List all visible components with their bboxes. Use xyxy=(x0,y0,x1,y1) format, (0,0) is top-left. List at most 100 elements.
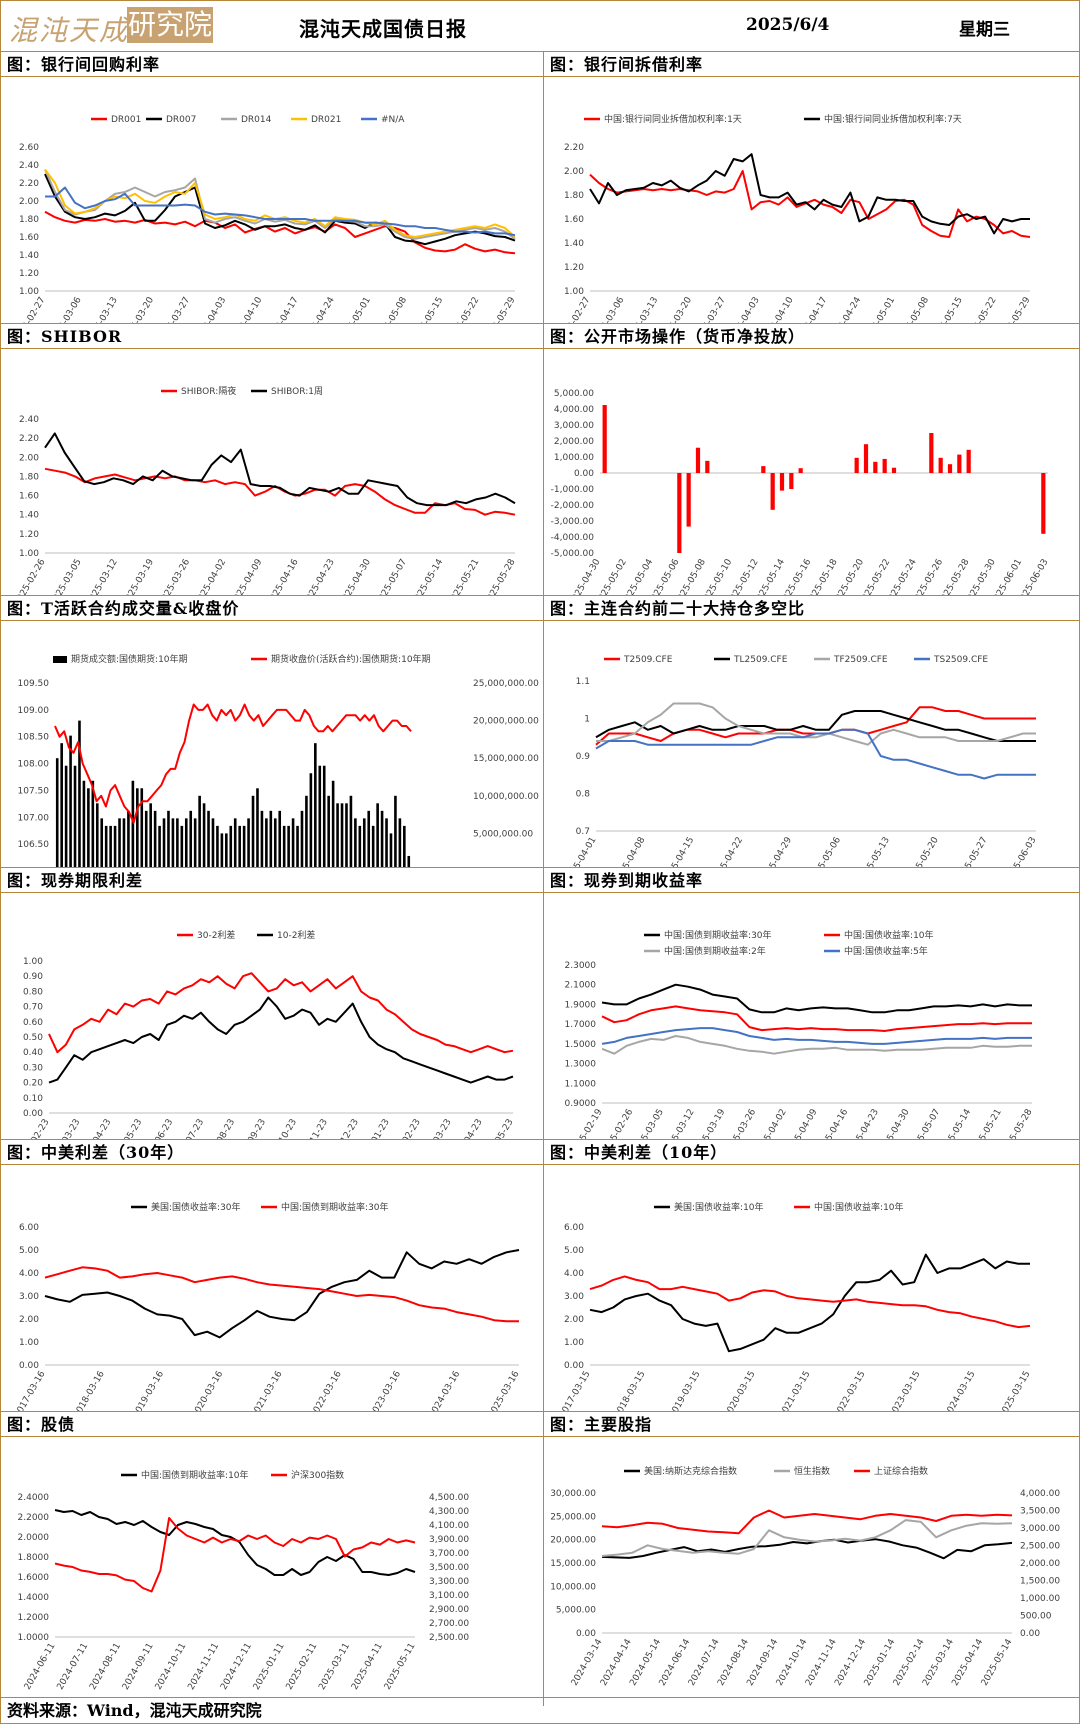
y2-tick-label: 5,000,000.00 xyxy=(473,829,533,839)
x-tick-label: 2025-02-27 xyxy=(558,296,593,324)
x-tick-label: 2025-05-08 xyxy=(896,295,931,323)
y-tick-label: 1.40 xyxy=(564,239,584,249)
volume-bar xyxy=(327,795,330,867)
series-line xyxy=(44,1266,519,1323)
x-tick-label: 2025-05-21 xyxy=(447,558,482,596)
volume-bar xyxy=(340,803,344,867)
x-tick-label: 2025-04-30 xyxy=(877,1107,912,1139)
y-tick-label: 2.20 xyxy=(19,179,39,189)
series-line xyxy=(601,1005,1032,1032)
x-tick-label: 2025-05-20 xyxy=(906,835,941,867)
volume-bar xyxy=(282,825,286,867)
legend-label: DR001 xyxy=(111,115,141,125)
panel-title: 图：公开市场操作（货币净投放） xyxy=(544,323,1079,349)
y-tick-label: 1.60 xyxy=(564,215,584,225)
panel-4: 图：公开市场操作（货币净投放） 5,000.00 4,000.00 3,000.00 2… xyxy=(544,323,1079,595)
x-tick-label: 2025-04-16 xyxy=(815,1107,850,1139)
panel-3: 图：SHIBOR 2.40 2.20 2.00 1.80 1.60 1.40 1.20 1.00… xyxy=(1,323,543,595)
y-tick-label: 0.00 xyxy=(19,1361,39,1371)
x-tick-label: 2025-03-19 xyxy=(693,1107,728,1139)
y-tick-label: 2.3000 xyxy=(565,961,597,971)
bar xyxy=(873,461,878,473)
x-tick-label: 2025-05-06 xyxy=(808,835,843,867)
y-tick-label: 0.20 xyxy=(23,1079,43,1089)
y2-tick-label: 2,500.00 xyxy=(1020,1542,1060,1552)
y2-tick-label: 1,500.00 xyxy=(1020,1577,1060,1587)
bar xyxy=(863,444,869,473)
legend-swatch xyxy=(53,656,67,663)
volume-bar xyxy=(296,825,299,867)
x-tick-label: 2024-10-11 xyxy=(154,1642,189,1692)
x-tick-label: 2022-03-15 xyxy=(833,1370,868,1412)
panel-6: 图：主连合约前二十大持仓多空比 1.1 1 0.9 0.8 0.7 2025-04-01 20… xyxy=(544,595,1079,867)
panel-10: 图：中美利差（10年） 6.00 5.00 4.00 3.00 2.00 1.00 0.00 2… xyxy=(544,1139,1079,1411)
volume-bar xyxy=(376,803,379,867)
y2-tick-label: 25,000,000.00 xyxy=(473,679,539,689)
y-tick-label: 2.40 xyxy=(19,161,39,171)
legend-label: 美国:国债收益率:30年 xyxy=(151,1201,241,1213)
volume-bar xyxy=(162,818,166,867)
y-tick-label: 2.20 xyxy=(564,143,584,153)
series-line xyxy=(601,1035,1032,1055)
x-tick-label: 2025-02-26 xyxy=(600,1107,635,1139)
volume-bar xyxy=(211,818,215,867)
panel-1: 图：银行间回购利率 2.60 2.40 2.20 2.00 1.80 1.60 1.40 1.2… xyxy=(1,51,543,323)
legend-label: 中国:银行间同业拆借加权利率:7天 xyxy=(824,113,962,125)
x-tick-label: 2025-04-22 xyxy=(710,836,745,868)
series-line xyxy=(595,710,1036,742)
y-tick-label: 1.60 xyxy=(19,233,39,243)
volume-bar xyxy=(371,825,375,867)
y-tick-label: 2.00 xyxy=(19,1315,39,1325)
x-tick-label: 2025-03-20 xyxy=(121,295,156,323)
chart-svg: 2.602.402.202.001.801.601.401.201.002025… xyxy=(13,115,518,324)
y-tick-label: 0.80 xyxy=(23,987,43,997)
x-tick-label: 2025-02-26 xyxy=(13,557,48,595)
y-tick-label: 4.00 xyxy=(564,1269,584,1279)
legend-label: 恒生指数 xyxy=(794,1465,830,1477)
y-tick-label: -5,000.00 xyxy=(551,549,595,559)
x-tick-label: 2025-04-03 xyxy=(727,296,762,324)
legend-label: 中国:银行间同业拆借加权利率:1天 xyxy=(604,113,742,125)
y-tick-label: 1,000.00 xyxy=(554,453,594,463)
series-line xyxy=(54,703,412,824)
series-line xyxy=(44,210,516,255)
y-tick-label: 2.00 xyxy=(19,197,39,207)
y-tick-label: 2.1000 xyxy=(565,981,597,991)
y2-tick-label: 3,500.00 xyxy=(1020,1507,1060,1517)
volume-bar xyxy=(403,825,406,867)
y-tick-label: -1,000.00 xyxy=(551,485,595,495)
logo-box-text: 研究院 xyxy=(127,7,213,43)
x-tick-label: 2025-05-28 xyxy=(1000,1107,1035,1139)
volume-bar xyxy=(362,818,366,867)
volume-bar xyxy=(345,803,348,867)
report-date: 2025/6/4 xyxy=(746,15,830,35)
legend-label: 中国:国债到期收益率:10年 xyxy=(141,1469,249,1481)
x-tick-label: 2024-05-23 xyxy=(110,1118,145,1140)
y-tick-label: 1.1 xyxy=(576,677,590,687)
y2-tick-label: 2,500.00 xyxy=(429,1633,469,1643)
panel-title: 图：现券到期收益率 xyxy=(544,867,1079,893)
legend-label: 上证综合指数 xyxy=(874,1465,928,1477)
x-tick-label: 2023-03-15 xyxy=(888,1370,923,1412)
legend-label: 10-2利差 xyxy=(277,929,315,941)
series-line xyxy=(589,1253,1030,1353)
y-tick-label: 20,000.00 xyxy=(550,1536,596,1546)
volume-bar xyxy=(278,810,282,867)
y-tick-label: 1.5000 xyxy=(565,1040,597,1050)
x-tick-label: 2017-03-16 xyxy=(13,1369,48,1411)
x-tick-label: 2025-04-10 xyxy=(230,295,265,323)
x-tick-label: 2025-05-15 xyxy=(410,296,445,324)
series-line xyxy=(601,1027,1032,1045)
x-tick-label: 2025-05-15 xyxy=(930,296,965,324)
series-line xyxy=(44,1249,520,1339)
y-tick-label: 1.00 xyxy=(19,287,39,297)
report-header: 混沌天成 研究院 混沌天成国债日报 2025/6/4 星期三 xyxy=(1,1,1079,52)
y-tick-label: 0.9000 xyxy=(565,1099,597,1109)
x-tick-label: 2025-05-14 xyxy=(410,557,445,595)
legend-label: 期货成交额:国债期货:10年期 xyxy=(71,653,188,665)
panel-7: 图：现券期限利差 1.00 0.90 0.80 0.70 0.60 0.50 0.40 0.30… xyxy=(1,867,543,1139)
y2-tick-label: 20,000,000.00 xyxy=(473,717,539,727)
y-tick-label: 1.3000 xyxy=(565,1060,597,1070)
volume-bar xyxy=(367,810,371,867)
